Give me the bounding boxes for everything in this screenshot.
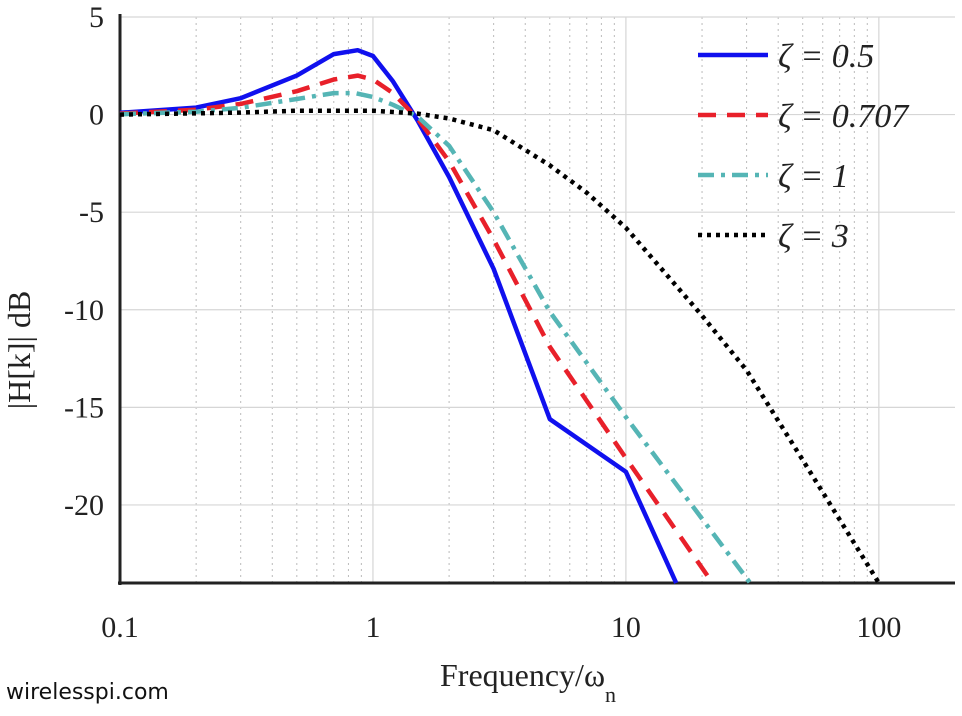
series-line-0 bbox=[119, 47, 679, 584]
x-axis-title: Frequency/ωn bbox=[440, 657, 616, 707]
x-tick-label: 100 bbox=[856, 611, 901, 644]
y-tick-label: -20 bbox=[64, 489, 104, 522]
axes bbox=[118, 14, 955, 585]
y-tick-label: 5 bbox=[89, 1, 104, 34]
y-tick-label: -5 bbox=[79, 196, 104, 229]
watermark: wirelesspi.com bbox=[6, 680, 169, 705]
series-line-1 bbox=[119, 73, 715, 585]
grid-lines bbox=[119, 16, 955, 583]
legend-label-1: ζ = 0.707 bbox=[778, 98, 910, 135]
y-axis-title: |H[k]| dB bbox=[1, 291, 37, 410]
legend-label-2: ζ = 1 bbox=[778, 158, 849, 195]
y-tick-label: -15 bbox=[64, 391, 104, 424]
y-tick-label: -10 bbox=[64, 294, 104, 327]
legend: ζ = 0.5 ζ = 0.707 ζ = 1 ζ = 3 bbox=[698, 38, 910, 255]
x-tick-label: 0.1 bbox=[101, 611, 139, 644]
legend-label-0: ζ = 0.5 bbox=[778, 38, 874, 75]
x-tick-label: 10 bbox=[611, 611, 641, 644]
legend-label-3: ζ = 3 bbox=[778, 218, 849, 255]
series-line-3 bbox=[119, 108, 881, 585]
x-tick-label: 1 bbox=[365, 611, 380, 644]
y-tick-label: 0 bbox=[89, 99, 104, 132]
series-line-2 bbox=[119, 90, 753, 585]
series-lines bbox=[119, 47, 881, 585]
tick-labels: 0.1 1 10 100 5 0 -5 -10 -15 -20 bbox=[64, 1, 901, 644]
